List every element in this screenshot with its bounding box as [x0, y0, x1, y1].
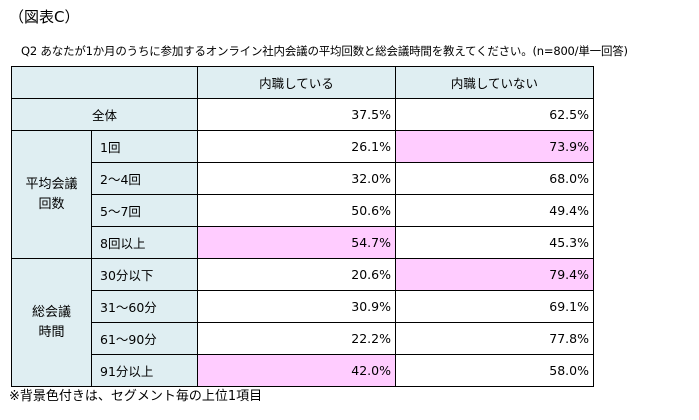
row-label: 1回 [91, 130, 198, 163]
group-label-line: 平均会議 [25, 176, 78, 192]
row-label: 2～4回 [91, 162, 198, 195]
row-label: 8回以上 [91, 226, 198, 259]
value-cell: 26.1% [197, 130, 396, 163]
group-label: 総会議 時間 [11, 258, 92, 387]
table-row: 平均会議 回数 1回 26.1% 73.9% [11, 130, 594, 259]
table-row: 総会議 時間 30分以下 20.6% 79.4% [11, 258, 594, 387]
group-label-line: 回数 [38, 196, 65, 212]
value-cell: 69.1% [395, 290, 594, 323]
value-cell: 49.4% [395, 194, 594, 227]
row-label: 31～60分 [91, 290, 198, 323]
table-row: 5～7回 50.6% 49.4% [12, 194, 594, 227]
value-cell: 20.6% [197, 258, 396, 291]
table-row: 全体 37.5% 62.5% [11, 98, 594, 131]
footnote: ※背景色付きは、セグメント毎の上位1項目 [9, 389, 263, 404]
value-cell-highlighted: 73.9% [395, 130, 594, 163]
group-label-line: 時間 [38, 324, 65, 340]
table-row: 31～60分 30.9% 69.1% [12, 290, 594, 323]
value-cell: 77.8% [395, 322, 594, 355]
row-label: 61～90分 [91, 322, 198, 355]
group-label: 平均会議 回数 [11, 130, 92, 259]
value-cell-highlighted: 42.0% [197, 354, 396, 387]
value-cell: 45.3% [395, 226, 594, 259]
group-label-line: 総会議 [31, 304, 71, 320]
value-cell: 37.5% [197, 98, 396, 131]
value-cell: 58.0% [395, 354, 594, 387]
value-cell-highlighted: 79.4% [395, 258, 594, 291]
table-row: 8回以上 54.7% 45.3% [12, 226, 594, 259]
value-cell: 62.5% [395, 98, 594, 131]
question-text: Q2 あなたが1か月のうちに参加するオンライン社内会議の平均回数と総会議時間を教… [21, 44, 628, 58]
row-label: 91分以上 [91, 354, 198, 387]
row-label: 5～7回 [91, 194, 198, 227]
header-row: 内職している 内職していない [11, 66, 594, 99]
column-header: 内職している [197, 66, 396, 99]
value-cell-highlighted: 54.7% [197, 226, 396, 259]
table-row: 91分以上 42.0% 58.0% [12, 354, 594, 387]
row-label: 全体 [11, 98, 198, 131]
value-cell: 68.0% [395, 162, 594, 195]
value-cell: 30.9% [197, 290, 396, 323]
table-row: 2～4回 32.0% 68.0% [12, 162, 594, 195]
figure-label: （図表C） [9, 8, 80, 26]
value-cell: 32.0% [197, 162, 396, 195]
row-label: 30分以下 [91, 258, 198, 291]
header-corner [11, 66, 198, 99]
value-cell: 50.6% [197, 194, 396, 227]
value-cell: 22.2% [197, 322, 396, 355]
column-header: 内職していない [395, 66, 594, 99]
results-table: 内職している 内職していない 全体 37.5% 62.5% 平均会議 回数 1回… [11, 66, 594, 387]
table-row: 61～90分 22.2% 77.8% [12, 322, 594, 355]
